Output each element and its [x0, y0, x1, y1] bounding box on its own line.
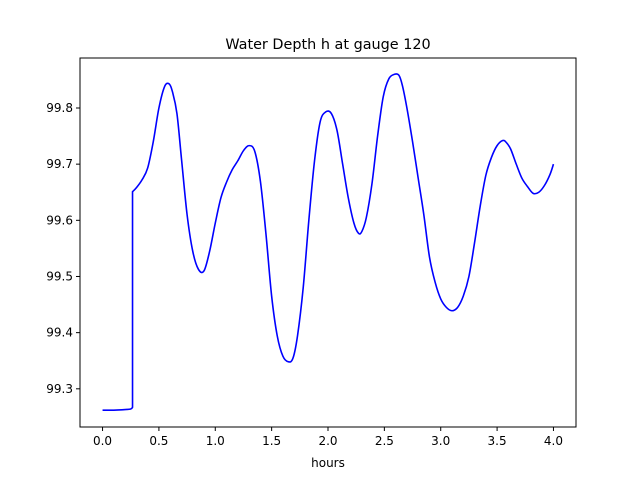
water-depth-series-line — [102, 73, 555, 411]
y-tick-label: 99.4 — [46, 326, 73, 340]
y-tick-label: 99.3 — [46, 382, 73, 396]
x-tick-label: 3.0 — [431, 434, 450, 448]
y-tick-label: 99.7 — [46, 157, 73, 171]
x-axis-label: hours — [311, 456, 345, 470]
axes-frame — [79, 57, 577, 428]
x-tick-label: 0.5 — [149, 434, 168, 448]
chart-title: Water Depth h at gauge 120 — [225, 37, 430, 53]
y-tick-label: 99.6 — [46, 213, 73, 227]
x-tick-label: 0.0 — [93, 434, 112, 448]
x-tick-label: 1.0 — [206, 434, 225, 448]
x-tick-label: 4.0 — [544, 434, 563, 448]
y-tick-label: 99.5 — [46, 269, 73, 283]
x-tick-label: 3.5 — [488, 434, 507, 448]
y-tick-label: 99.8 — [46, 101, 73, 115]
plot-area — [102, 73, 555, 411]
y-axis-ticks: 99.3 99.4 99.5 99.6 99.7 99.8 — [46, 101, 80, 396]
x-tick-label: 2.5 — [375, 434, 394, 448]
x-axis-ticks: 0.0 0.5 1.0 1.5 2.0 2.5 3.0 3.5 4.0 — [93, 427, 563, 448]
x-tick-label: 2.0 — [318, 434, 337, 448]
x-tick-label: 1.5 — [262, 434, 281, 448]
